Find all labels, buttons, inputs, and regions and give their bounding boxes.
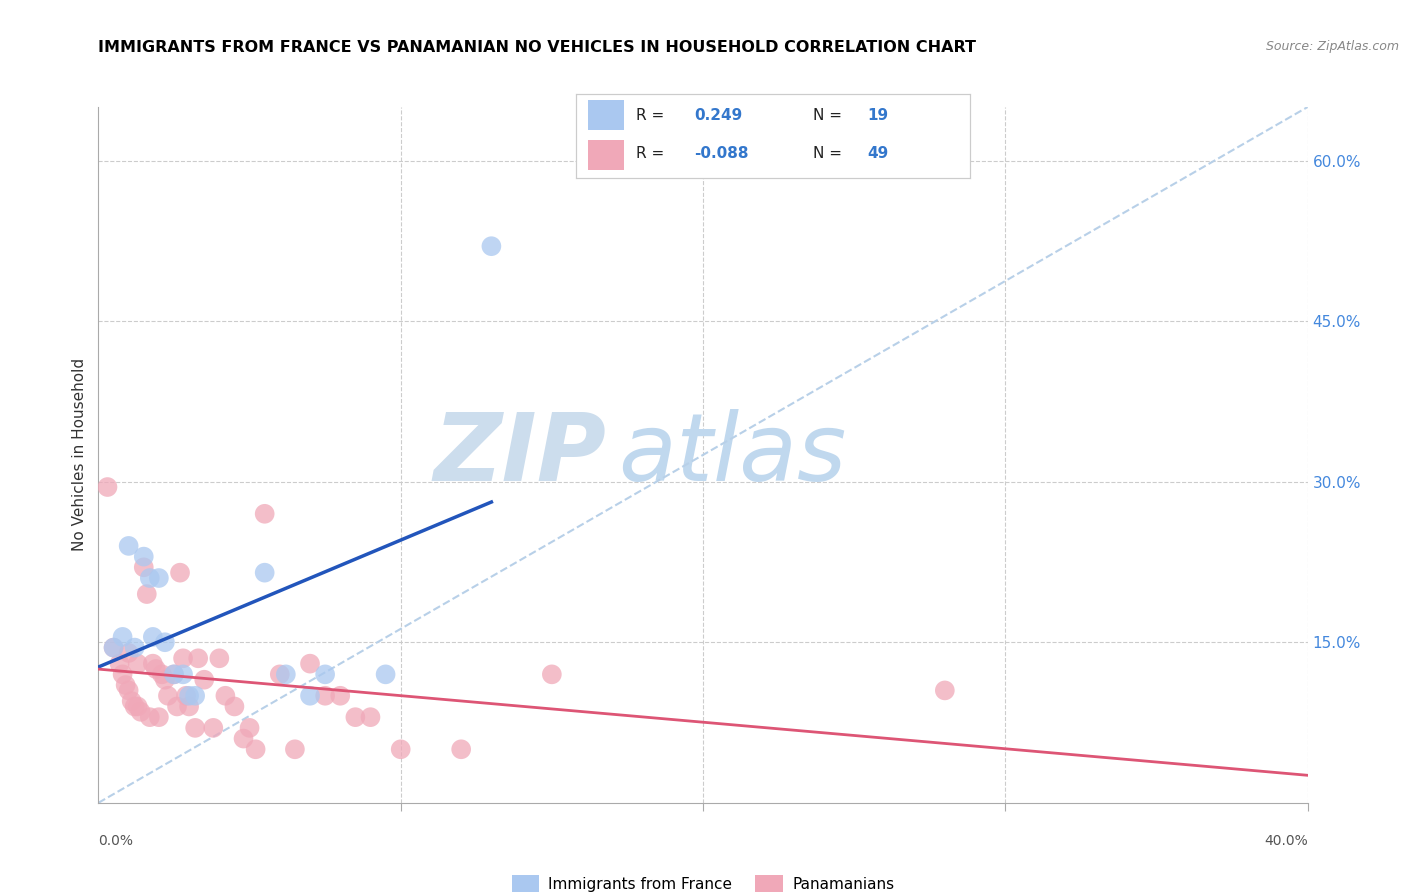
Point (163, 667, 186, 681)
Point (124, 640, 146, 655)
Point (344, 710, 367, 724)
Point (132, 560, 155, 574)
Point (135, 587, 157, 601)
Point (127, 657, 149, 671)
Point (129, 705, 152, 719)
Point (239, 721, 262, 735)
Text: 19: 19 (868, 108, 889, 123)
Point (132, 549, 155, 564)
Point (214, 689, 236, 703)
Point (103, 640, 125, 655)
Text: N =: N = (813, 146, 846, 161)
Text: 40.0%: 40.0% (1264, 834, 1308, 848)
Point (299, 689, 322, 703)
Text: 0.249: 0.249 (695, 108, 742, 123)
Text: 49: 49 (868, 146, 889, 161)
Point (269, 667, 291, 681)
Point (153, 673, 176, 687)
Text: IMMIGRANTS FROM FRANCE VS PANAMANIAN NO VEHICLES IN HOUSEHOLD CORRELATION CHART: IMMIGRANTS FROM FRANCE VS PANAMANIAN NO … (98, 40, 976, 55)
Point (108, 657, 131, 671)
Point (187, 651, 209, 665)
Point (184, 721, 207, 735)
Point (274, 667, 297, 681)
Text: ZIP: ZIP (433, 409, 606, 501)
Y-axis label: No Vehicles in Household: No Vehicles in Household (72, 359, 87, 551)
Point (118, 646, 141, 660)
Point (540, 667, 562, 681)
Point (145, 662, 167, 676)
Point (142, 657, 165, 671)
Point (118, 539, 141, 553)
Point (389, 742, 412, 756)
Point (153, 635, 176, 649)
Text: N =: N = (813, 108, 846, 123)
Point (314, 667, 336, 681)
Text: Source: ZipAtlas.com: Source: ZipAtlas.com (1265, 40, 1399, 54)
Point (481, 239, 503, 253)
Point (934, 683, 956, 698)
Point (245, 742, 267, 756)
Point (121, 694, 143, 708)
FancyBboxPatch shape (588, 101, 624, 130)
Point (169, 566, 191, 580)
Point (124, 699, 146, 714)
Point (299, 657, 322, 671)
Point (139, 571, 162, 585)
Point (179, 699, 201, 714)
Point (148, 710, 170, 724)
Point (103, 640, 125, 655)
Point (142, 630, 165, 644)
Legend: Immigrants from France, Panamanians: Immigrants from France, Panamanians (506, 869, 900, 892)
Point (148, 571, 170, 585)
Point (139, 710, 162, 724)
Point (314, 689, 336, 703)
Point (193, 673, 215, 687)
Point (111, 667, 134, 681)
Point (156, 689, 179, 703)
Point (329, 689, 352, 703)
Point (127, 699, 149, 714)
Point (374, 667, 396, 681)
Point (172, 651, 194, 665)
Point (114, 678, 136, 692)
Text: -0.088: -0.088 (695, 146, 749, 161)
Point (179, 689, 201, 703)
Point (96, 480, 118, 494)
Point (253, 566, 276, 580)
Point (208, 651, 231, 665)
Point (174, 689, 197, 703)
Point (118, 683, 141, 698)
Point (184, 689, 207, 703)
Point (163, 667, 186, 681)
Text: 0.0%: 0.0% (98, 834, 134, 848)
Point (166, 699, 188, 714)
Point (150, 667, 173, 681)
Point (224, 699, 246, 714)
Point (450, 742, 472, 756)
Text: atlas: atlas (619, 409, 846, 500)
Point (253, 507, 276, 521)
Point (284, 742, 307, 756)
Point (202, 721, 225, 735)
Point (360, 710, 382, 724)
Text: R =: R = (636, 108, 669, 123)
Point (172, 667, 194, 681)
Point (111, 630, 134, 644)
Point (232, 731, 254, 746)
Text: R =: R = (636, 146, 669, 161)
FancyBboxPatch shape (588, 140, 624, 169)
